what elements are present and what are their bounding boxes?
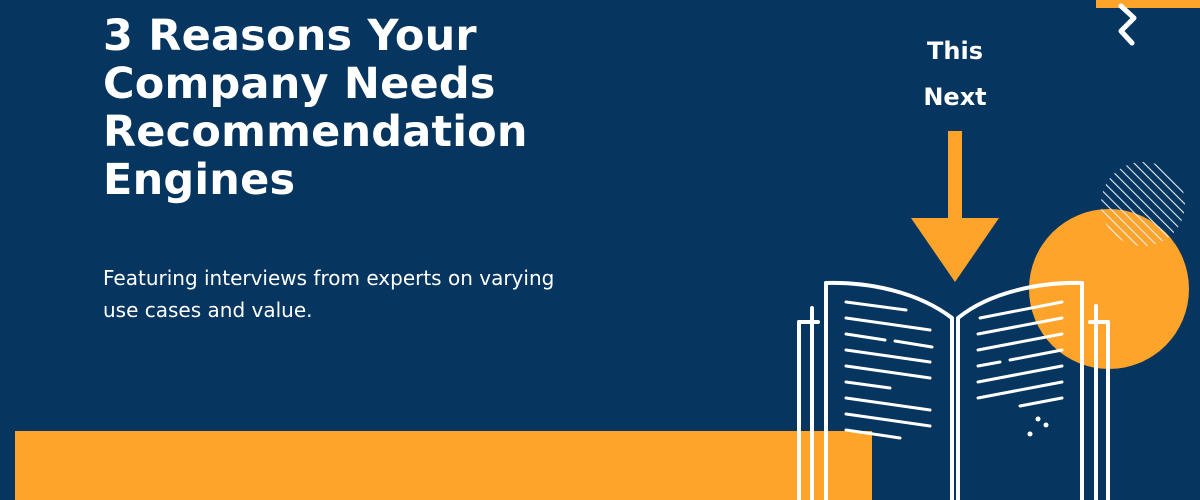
down-arrow-icon [911, 131, 999, 282]
hatched-circle-icon [1101, 162, 1185, 246]
book-dots [1027, 416, 1049, 437]
corner-accent-bar [1096, 0, 1200, 8]
bottom-accent-bar [15, 431, 872, 500]
this-next-callout: This Next [923, 37, 987, 111]
headline-subtitle: Featuring interviews from experts on var… [103, 266, 555, 322]
orange-circle [1029, 209, 1189, 369]
open-book-icon [797, 280, 1110, 500]
book-text-lines [844, 300, 1064, 440]
zigzag-icon [1118, 3, 1137, 46]
headline-title: 3 Reasons Your Company Needs Recommendat… [103, 11, 528, 205]
